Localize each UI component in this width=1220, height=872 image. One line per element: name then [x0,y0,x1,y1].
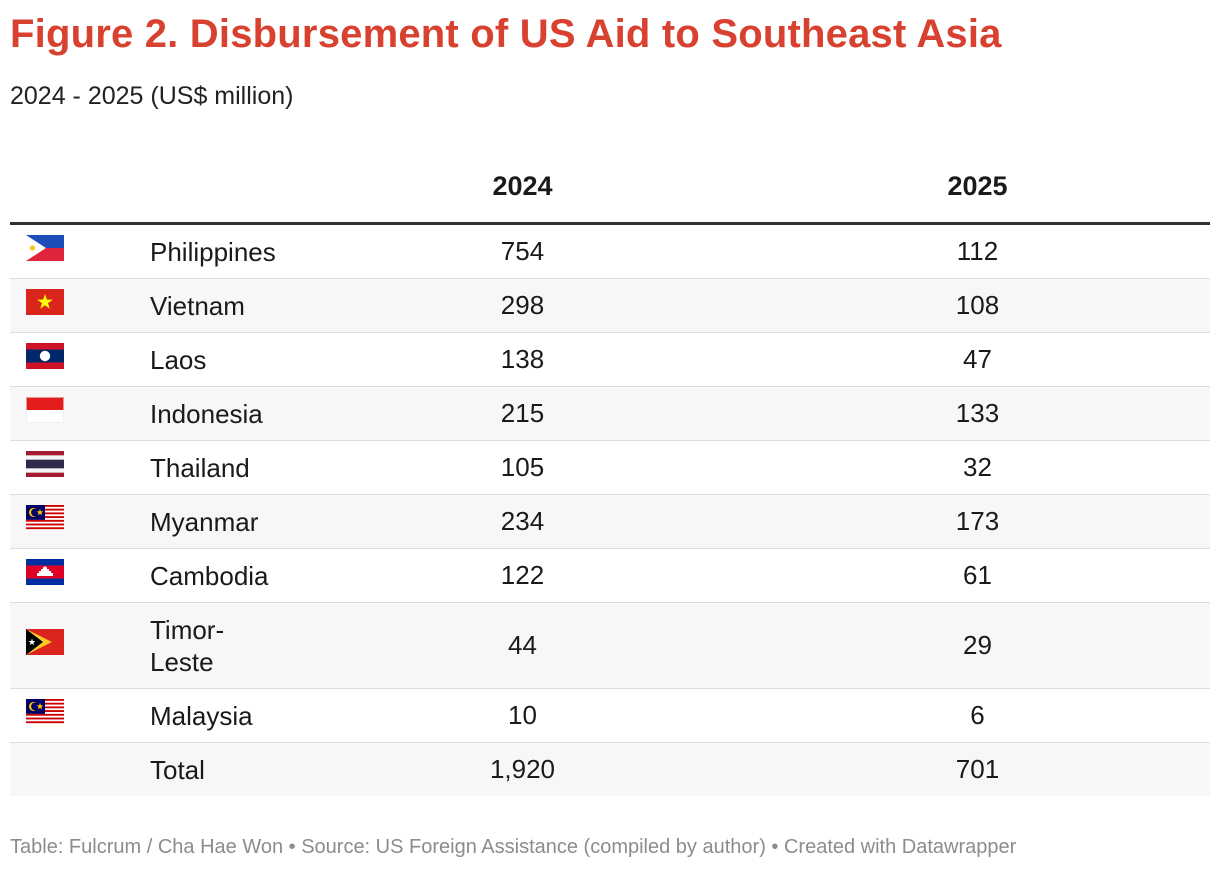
flag-cell [10,742,150,796]
value-2024: 10 [300,688,745,743]
value-2024: 298 [300,278,745,333]
table-row: Cambodia 122 61 [10,548,1210,603]
table-row: Indonesia 215 133 [10,386,1210,441]
table-row: Vietnam 298 108 [10,278,1210,333]
header-flag [10,150,150,225]
flag-cell [10,278,150,333]
value-2025: 61 [745,548,1210,603]
value-2025: 173 [745,494,1210,549]
flag-cell [10,440,150,495]
flag-cell [10,602,150,689]
table-row: Philippines 754 112 [10,223,1210,279]
value-2025: 47 [745,332,1210,387]
footer-credit: Table: Fulcrum / Cha Hae Won • Source: U… [10,836,1017,858]
value-2024: 215 [300,386,745,441]
country-name: Vietnam [150,278,300,333]
country-name: Timor- Leste [150,602,300,689]
country-name: Indonesia [150,386,300,441]
table-row: Myanmar 234 173 [10,494,1210,549]
header-2025: 2025 [745,150,1210,225]
header-2024: 2024 [300,150,745,225]
value-2024: 1,920 [300,742,745,796]
malaysia-flag-icon [26,699,150,725]
value-2025: 701 [745,742,1210,796]
value-2024: 138 [300,332,745,387]
value-2024: 754 [300,223,745,279]
table-row: Total 1,920 701 [10,742,1210,796]
flag-cell [10,494,150,549]
chart-subtitle: 2024 - 2025 (US$ million) [10,82,294,110]
value-2025: 108 [745,278,1210,333]
country-name: Myanmar [150,494,300,549]
table-row: Malaysia 10 6 [10,688,1210,743]
value-2025: 32 [745,440,1210,495]
cambodia-flag-icon [26,559,150,585]
table-row: Thailand 105 32 [10,440,1210,495]
table-row: Laos 138 47 [10,332,1210,387]
value-2025: 6 [745,688,1210,743]
country-name: Total [150,742,300,796]
timor-leste-flag-icon [26,629,150,655]
country-name: Philippines [150,223,300,279]
laos-flag-icon [26,343,150,369]
value-2024: 234 [300,494,745,549]
flag-cell [10,223,150,279]
value-2024: 105 [300,440,745,495]
thailand-flag-icon [26,451,150,477]
value-2024: 44 [300,602,745,689]
flag-cell [10,688,150,743]
flag-cell [10,332,150,387]
country-name: Malaysia [150,688,300,743]
chart-title: Figure 2. Disbursement of US Aid to Sout… [10,12,1002,56]
header-row: 2024 2025 [10,150,1210,225]
country-name: Laos [150,332,300,387]
country-name: Thailand [150,440,300,495]
aid-table: 2024 2025 Philippines 754 112 Vietnam 298 108… [10,150,1210,796]
value-2025: 133 [745,386,1210,441]
country-name: Cambodia [150,548,300,603]
flag-cell [10,386,150,441]
value-2025: 29 [745,602,1210,689]
value-2024: 122 [300,548,745,603]
philippines-flag-icon [26,235,150,261]
table-body: Philippines 754 112 Vietnam 298 108 Laos 138 47 I… [10,223,1210,796]
header-country [150,150,300,225]
value-2025: 112 [745,223,1210,279]
table-row: Timor- Leste 44 29 [10,602,1210,689]
indonesia-flag-icon [26,397,150,423]
malaysia-flag-icon [26,505,150,531]
vietnam-flag-icon [26,289,150,315]
flag-cell [10,548,150,603]
